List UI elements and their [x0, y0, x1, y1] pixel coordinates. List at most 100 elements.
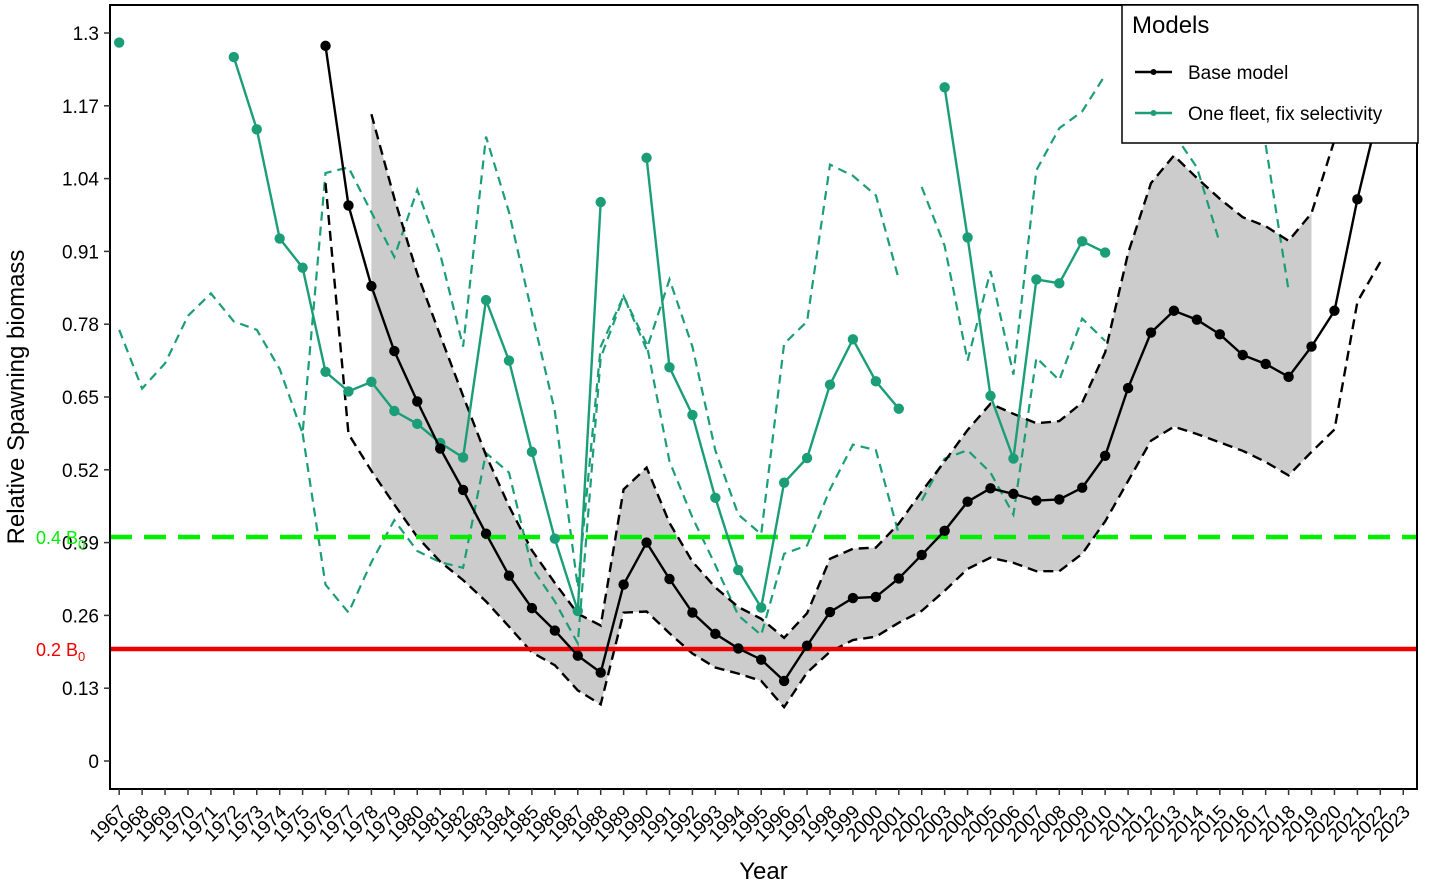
base-point-2006: [1008, 488, 1019, 500]
alt-point-2003: [939, 82, 950, 93]
reference-lines-layer: [110, 534, 1417, 652]
alt-point-1993: [710, 492, 721, 503]
alt-upper-interval-line-2: [1172, 133, 1221, 244]
alt-point-1986: [549, 533, 561, 544]
y-tick-label: 1.3: [73, 24, 99, 45]
base-point-2014: [1191, 314, 1203, 325]
base-point-1991: [664, 573, 675, 585]
base-point-2012: [1145, 327, 1157, 338]
legend-key-point: [1150, 69, 1157, 75]
base-point-1981: [434, 443, 446, 454]
base-point-1986: [549, 625, 561, 636]
base-point-2004: [962, 496, 973, 507]
base-point-2007: [1031, 495, 1042, 506]
y-tick-label: 0.26: [62, 606, 99, 627]
legend-layer: Models Base model One fleet, fix selectivi…: [1121, 4, 1419, 144]
base-lower-interval-line: [324, 182, 1382, 710]
base-point-1993: [710, 628, 721, 640]
y-axis-title: Relative Spawning biomass: [3, 250, 30, 545]
y-tick-label: 0.13: [62, 679, 99, 700]
axes-layer: 0 0.13 0.26 0.39 0.52 0.65 0.78 0.91 1.04 1.17 1.3…: [3, 24, 1415, 885]
base-point-1996: [778, 675, 790, 687]
alt-point-2001: [893, 403, 904, 414]
base-point-1999: [847, 592, 859, 604]
legend-key-point: [1150, 110, 1157, 116]
y-tick-label: 1.17: [62, 97, 99, 118]
base-point-2008: [1054, 494, 1065, 505]
alt-point-2008: [1054, 278, 1065, 289]
alt-point-1983: [480, 294, 492, 306]
base-model-confidence-band: [371, 114, 1312, 708]
alt-point-1999: [847, 334, 859, 345]
base-point-1976: [320, 40, 331, 52]
alt-point-1998: [824, 379, 836, 390]
alt-point-1994: [733, 564, 744, 576]
base-point-1979: [389, 345, 400, 357]
reference-label-0-2-b0: 0.2 B0: [36, 640, 85, 664]
base-point-1985: [526, 602, 538, 614]
base-point-2018: [1283, 371, 1294, 383]
legend-entry-label: Base model: [1188, 63, 1288, 84]
base-point-2021: [1352, 194, 1363, 205]
alt-point-1973: [251, 124, 262, 135]
alt-lower-interval-line-1: [920, 316, 1106, 519]
base-point-2017: [1260, 358, 1271, 370]
base-point-2003: [939, 525, 950, 537]
base-point-2015: [1214, 329, 1226, 340]
alt-series-line-3: [943, 87, 1106, 460]
y-tick-label: 0: [88, 752, 99, 773]
base-point-1984: [503, 570, 515, 581]
alt-point-1997: [801, 452, 813, 464]
alt-lower-interval-line-0: [301, 293, 900, 648]
base-point-1977: [343, 200, 354, 211]
base-point-2000: [870, 591, 882, 603]
alt-point-1987: [572, 605, 583, 617]
base-point-1990: [641, 537, 652, 548]
base-point-2020: [1329, 305, 1340, 316]
alt-point-1991: [664, 362, 675, 373]
alt-point-1990: [641, 152, 652, 164]
base-upper-interval-line: [370, 113, 1336, 640]
alt-point-1985: [526, 446, 538, 458]
alt-series-line-2: [645, 157, 900, 611]
y-tick-label: 0.65: [62, 388, 99, 409]
base-point-1980: [412, 396, 423, 407]
base-point-1983: [480, 528, 492, 539]
confidence-band-layer: [371, 114, 1312, 708]
x-axis-title: Year: [739, 858, 788, 885]
alt-point-1988: [595, 196, 606, 208]
y-tick-label: 0.52: [62, 461, 99, 482]
base-point-1982: [457, 484, 469, 496]
interval-lines-layer: [118, 74, 1382, 710]
base-point-2019: [1306, 341, 1317, 352]
base-point-2013: [1168, 305, 1180, 316]
y-tick-label: 0.39: [62, 534, 99, 555]
base-point-1992: [687, 607, 698, 618]
base-point-2001: [893, 573, 904, 584]
base-point-1987: [572, 650, 583, 661]
alt-point-1976: [320, 366, 331, 377]
alt-point-1974: [274, 233, 285, 244]
alt-point-2000: [870, 376, 882, 387]
base-point-2005: [985, 483, 996, 494]
base-point-1988: [595, 667, 606, 678]
alt-point-1978: [366, 376, 377, 388]
alt-point-2007: [1031, 274, 1042, 285]
legend-box: [1121, 4, 1419, 144]
base-point-1978: [366, 280, 377, 292]
alt-point-1984: [503, 355, 515, 366]
legend-title: Models: [1132, 12, 1209, 39]
alt-point-1972: [228, 51, 240, 63]
series-layer: [113, 37, 1386, 687]
y-tick-label: 0.91: [62, 242, 99, 263]
alt-point-2004: [962, 232, 973, 243]
alt-point-1980: [412, 418, 423, 430]
base-point-1995: [756, 654, 767, 665]
alt-point-2010: [1099, 247, 1111, 258]
alt-point-1996: [778, 477, 790, 488]
y-tick-label: 0.78: [62, 315, 99, 336]
reference-label-0-4-b0: 0.4 B0: [36, 528, 85, 552]
alt-point-1977: [343, 386, 354, 397]
alt-point-2005: [985, 390, 996, 402]
